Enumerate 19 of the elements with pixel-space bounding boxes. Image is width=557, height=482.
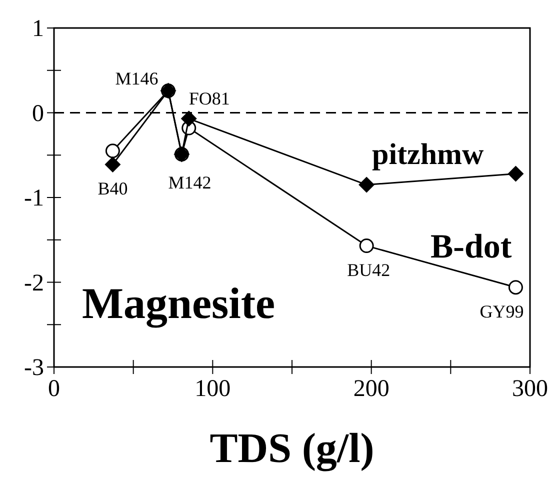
x-tick-label: 300: [512, 376, 548, 402]
series-label: B-dot: [430, 228, 512, 266]
annotation: GY99: [480, 301, 524, 322]
x-tick-label: 0: [48, 376, 60, 402]
series-label: pitzhmw: [372, 138, 484, 171]
annotation: BU42: [347, 260, 390, 280]
y-tick-label: -2: [24, 270, 44, 296]
annotation: B40: [98, 178, 128, 198]
y-tick-label: -3: [24, 355, 44, 381]
x-axis-title: TDS (g/l): [210, 426, 374, 472]
annotation: M146: [115, 68, 158, 89]
annotation: FO81: [188, 88, 230, 109]
x-tick-label: 100: [194, 376, 231, 402]
x-tick-label: 200: [353, 376, 390, 402]
annotation: Magnesite: [82, 279, 276, 328]
y-tick-label: 0: [32, 100, 44, 127]
y-tick-label: 1: [32, 16, 44, 42]
annotation: M142: [168, 172, 212, 192]
y-tick-label: -1: [24, 186, 44, 212]
